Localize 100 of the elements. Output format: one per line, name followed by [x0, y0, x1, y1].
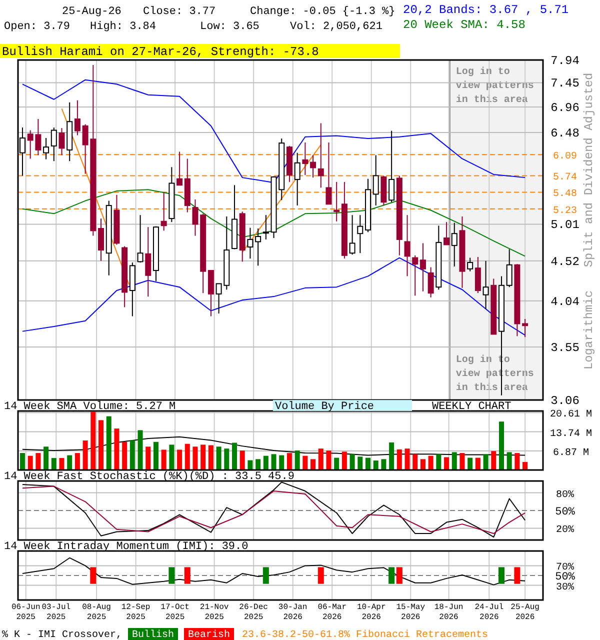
bar — [310, 459, 316, 470]
bar — [389, 442, 394, 470]
y-tick-label: 5.01 — [550, 218, 580, 232]
bar — [232, 442, 238, 470]
y-tick-label: 4.04 — [550, 294, 580, 309]
bar — [428, 456, 434, 470]
bar — [294, 450, 300, 470]
candlestick — [451, 222, 458, 267]
candlestick — [334, 181, 340, 222]
chart-title: 14 Week Fast Stochastic (%K)(%D) : 33.5 45.9 — [4, 471, 294, 483]
x-tick-label: 15-May 2026 — [396, 603, 426, 622]
ref-line-label: 5.48 — [552, 189, 578, 200]
bar — [286, 453, 292, 470]
bar — [177, 450, 182, 470]
candlestick — [404, 214, 410, 277]
annotation: WEEKLY CHART — [432, 401, 512, 413]
candlestick — [137, 214, 144, 263]
y-tick-label: 6.96 — [550, 100, 580, 115]
candlestick — [388, 130, 395, 203]
y-tick-label: 3.06 — [550, 394, 580, 408]
line-series — [22, 257, 526, 336]
text: High: 3.84 — [90, 21, 156, 33]
candlestick — [176, 151, 183, 186]
candlestick — [145, 226, 152, 298]
y-tick-label: 13.74 M — [550, 428, 592, 440]
x-tick-label: 08-Aug 2025 — [82, 603, 112, 622]
bar — [28, 456, 33, 470]
bar — [82, 440, 88, 470]
candlestick — [310, 154, 316, 178]
bar — [240, 450, 245, 470]
x-tick-label: 06-Mar 2026 — [318, 603, 347, 622]
x-tick-label: 06-Jun 2025 — [11, 603, 40, 622]
candlestick — [357, 214, 364, 254]
text: Bullish — [132, 629, 174, 640]
y-tick-label: 20% — [556, 525, 574, 536]
bar — [98, 420, 104, 470]
bar — [122, 442, 128, 470]
bar — [106, 416, 112, 470]
y-tick-label: 30% — [556, 582, 574, 594]
candlestick — [420, 242, 426, 292]
text: 23.6-38.2-50-61.8% Fibonacci Retracements — [242, 629, 488, 640]
candlestick — [208, 270, 214, 317]
text: Vol: 2,050,621 — [290, 21, 383, 33]
candlestick — [474, 256, 481, 294]
ref-line-label: 50% — [555, 572, 576, 584]
bar — [146, 446, 151, 470]
x-tick-label: 26-Dec 2025 — [239, 603, 268, 622]
bar — [404, 448, 410, 470]
bar — [412, 454, 418, 470]
x-tick-label: 30-Jan 2026 — [278, 603, 308, 622]
bar — [114, 428, 120, 470]
y-tick-label: 7.94 — [550, 54, 580, 68]
bar — [59, 458, 64, 470]
candlestick — [372, 154, 379, 206]
bar — [436, 454, 442, 470]
bar — [468, 458, 473, 470]
candlestick — [318, 122, 324, 188]
bar — [138, 430, 143, 470]
candlestick — [412, 254, 418, 296]
bar — [279, 455, 284, 470]
candlestick — [482, 260, 489, 310]
bar — [224, 448, 230, 470]
text: Bearish — [188, 629, 230, 640]
bar — [342, 452, 347, 470]
candlestick — [506, 248, 512, 288]
bar — [444, 457, 450, 470]
bar — [216, 446, 222, 470]
bar — [381, 459, 386, 470]
candlestick — [294, 152, 300, 206]
candlestick — [444, 222, 450, 246]
candlestick — [302, 142, 308, 176]
bar — [483, 454, 488, 470]
bar — [153, 442, 158, 470]
x-tick-label: 10-Apr 2026 — [356, 603, 386, 622]
text: 25-Aug-26 — [62, 6, 122, 18]
ref-line-label: 5.23 — [552, 206, 578, 217]
bar — [396, 449, 402, 470]
candlestick — [522, 318, 528, 338]
x-tick-label: 18-Jun 2026 — [434, 603, 464, 622]
bar — [326, 450, 332, 470]
text: Low: 3.65 — [200, 21, 260, 33]
legend-title: % K - IMI Crossover, — [2, 630, 122, 640]
candlestick — [50, 127, 57, 162]
candlestick — [349, 214, 356, 256]
bar — [420, 459, 426, 470]
bar — [522, 462, 528, 470]
ref-line-label: 50% — [555, 506, 576, 518]
annotation: Volume By Price — [275, 401, 374, 413]
bar — [192, 446, 198, 470]
candlestick — [428, 266, 434, 298]
y-axis-title: Split and Dividend Adjusted — [582, 72, 596, 268]
candlestick — [467, 257, 474, 272]
ref-line-label: 5.74 — [552, 172, 578, 184]
bar — [74, 453, 80, 470]
y-tick-label: 6.87 M — [552, 448, 590, 459]
bar — [498, 422, 504, 470]
candlestick — [74, 100, 80, 136]
candlestick — [192, 198, 198, 236]
bar — [514, 453, 520, 470]
y-tick-label: 4.52 — [550, 254, 580, 269]
